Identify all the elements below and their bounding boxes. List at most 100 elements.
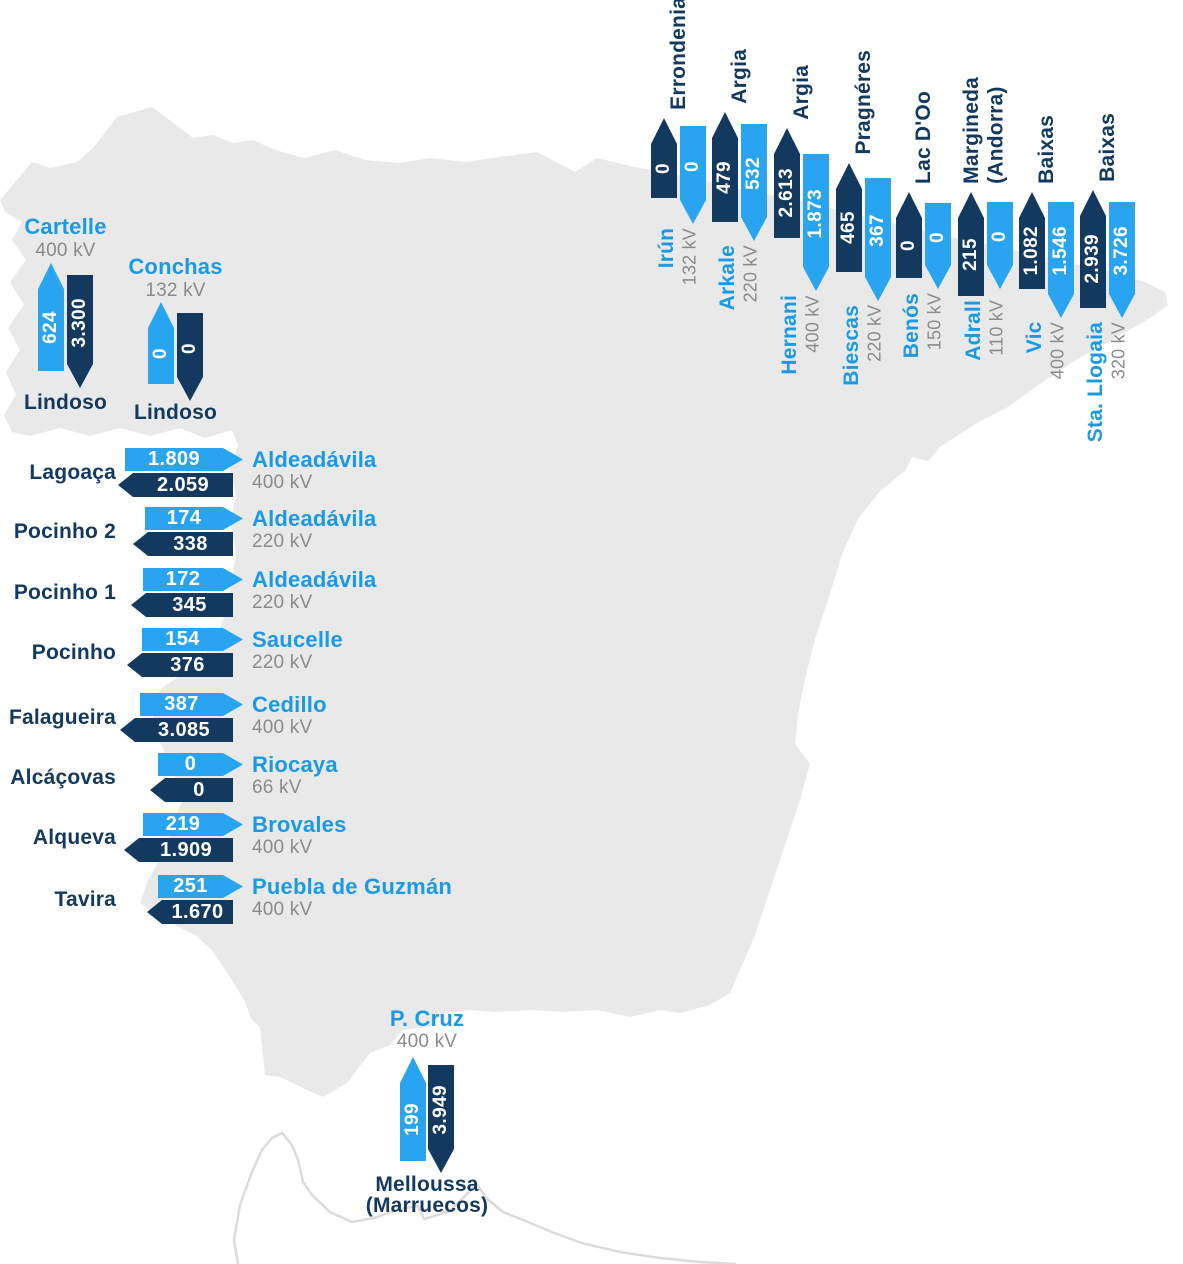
export-arrow-biescas: 465: [836, 163, 862, 272]
station-label-irun: Irún 132 kV: [654, 228, 702, 285]
station-label-aldeadavila-1: Aldeadávila: [252, 506, 377, 531]
import-arrow-alcacovas: 0: [158, 753, 243, 776]
station-label-benos: Benós 150 kV: [899, 293, 947, 358]
station-name: Irún: [654, 228, 678, 269]
station-label-arkale: Arkale 220 kV: [715, 245, 763, 310]
station-label-cartelle: Cartelle: [24, 214, 107, 239]
voltage-label-saucelle-3: 220 kV: [252, 652, 313, 673]
export-value: 0: [193, 778, 205, 801]
voltage-label: 220 kV: [740, 245, 761, 303]
voltage-label-puebla-de-guzman-7: 400 kV: [252, 899, 313, 920]
voltage-label-brovales-6: 400 kV: [252, 837, 313, 858]
voltage-label-aldeadavila-1: 220 kV: [252, 531, 313, 552]
import-value: 1.873: [805, 188, 826, 239]
export-value: 2.059: [156, 473, 210, 496]
station-label-conchas: Conchas: [128, 254, 223, 279]
neighbor-station-label-pocinho: Pocinho: [31, 641, 116, 664]
neighbor-station-line: Melloussa: [375, 1173, 479, 1196]
voltage-label-aldeadavila-2: 220 kV: [252, 592, 313, 613]
station-label-vic: Vic 400 kV: [1022, 322, 1070, 379]
station-label-hernani: Hernani 400 kV: [777, 295, 825, 375]
neighbor-station-label-tavira: Tavira: [54, 888, 116, 911]
neighbor-station-label-lagoaca: Lagoaça: [29, 461, 116, 484]
import-value: 0: [989, 231, 1010, 242]
export-arrow-alcacovas: 0: [150, 778, 233, 802]
neighbor-station-line: Lindoso: [23, 391, 108, 414]
station-label-biescas: Biescas 220 kV: [839, 305, 887, 386]
export-value: 465: [838, 211, 859, 244]
export-value: 3.085: [157, 718, 211, 741]
foreign-station-label-benos: Lac D'Oo: [911, 91, 938, 184]
foreign-station-line: Baixas: [1034, 115, 1058, 184]
voltage-label: 400 kV: [1047, 322, 1068, 380]
voltage-label: 400 kV: [802, 295, 823, 353]
spain-silhouette: [0, 107, 1168, 1097]
neighbor-station-line: (Marruecos): [365, 1194, 489, 1217]
foreign-station-label-adrall: Margineda (Andorra): [959, 77, 1010, 184]
import-value: 1.546: [1050, 226, 1071, 276]
neighbor-station-label-falagueira: Falagueira: [8, 706, 116, 729]
import-arrow-irun: 0: [680, 126, 706, 224]
voltage-label-cedillo-4: 400 kV: [252, 717, 313, 738]
foreign-station-line: Argia: [727, 49, 751, 104]
foreign-station-line: Errondenia: [666, 0, 690, 110]
voltage-label: 320 kV: [1108, 322, 1129, 380]
station-label-cedillo-4: Cedillo: [252, 692, 327, 717]
voltage-label-conchas: 132 kV: [145, 280, 206, 301]
import-value: 387: [164, 693, 199, 715]
foreign-station-label-hernani: Argia: [789, 65, 816, 120]
station-name: Hernani: [777, 295, 801, 375]
import-arrow-arkale: 532: [741, 124, 767, 241]
station-label-sta-llogaia: Sta. Llogaia 320 kV: [1083, 322, 1131, 442]
import-value: 199: [402, 1102, 423, 1136]
import-value: 219: [165, 813, 201, 835]
import-value: 174: [166, 507, 202, 529]
station-name: Adrall: [961, 300, 985, 361]
foreign-station-label-sta-llogaia: Baixas: [1095, 113, 1122, 182]
foreign-station-line: (Andorra): [984, 86, 1008, 184]
import-value: 624: [40, 310, 61, 344]
export-value: 2.613: [776, 168, 797, 218]
import-arrow-vic: 1.546: [1048, 202, 1074, 318]
neighbor-station-label-conchas: Lindoso: [66, 402, 286, 423]
import-arrow-tavira: 251: [158, 875, 243, 898]
neighbor-station-label-pocinho-2: Pocinho 2: [13, 520, 116, 543]
import-arrow-pocinho-1: 172: [143, 568, 243, 591]
voltage-label: 150 kV: [924, 293, 945, 351]
export-value: 1.909: [159, 838, 213, 861]
import-value: 172: [165, 568, 201, 590]
voltage-label: 220 kV: [864, 305, 885, 363]
import-arrow-lagoaca: 1.809: [125, 448, 243, 471]
export-value: 0: [653, 162, 674, 174]
import-arrow-pocinho: 154: [142, 628, 243, 651]
import-value: 0: [927, 231, 948, 243]
export-value: 0: [898, 239, 919, 251]
export-arrow-cartelle: 3.300: [67, 275, 93, 388]
voltage-label-riocaya-5: 66 kV: [252, 777, 302, 798]
station-label-saucelle-3: Saucelle: [252, 627, 343, 652]
export-arrow-p-cruz: 3.949: [428, 1065, 454, 1173]
import-value: 3.726: [1111, 226, 1132, 276]
export-arrow-pocinho-2: 338: [133, 532, 233, 556]
station-label-aldeadavila-0: Aldeadávila: [252, 447, 377, 472]
station-label-adrall: Adrall 110 kV: [961, 300, 1009, 361]
voltage-label-cartelle: 400 kV: [35, 240, 96, 261]
export-value: 479: [714, 160, 735, 194]
export-arrow-pocinho-1: 345: [131, 593, 233, 617]
foreign-station-line: Pragnéres: [851, 50, 875, 155]
foreign-station-label-arkale: Argia: [727, 49, 754, 104]
voltage-label: 110 kV: [986, 300, 1007, 356]
import-value: 0: [184, 753, 197, 775]
import-arrow-pocinho-2: 174: [145, 507, 243, 530]
foreign-station-line: Margineda: [959, 77, 983, 184]
neighbor-station-label-pocinho-1: Pocinho 1: [13, 581, 116, 604]
export-value: 0: [179, 342, 200, 354]
import-value: 251: [173, 875, 208, 897]
foreign-station-line: Baixas: [1095, 113, 1119, 182]
export-arrow-hernani: 2.613: [774, 128, 800, 238]
export-arrow-alqueva: 1.909: [124, 838, 233, 862]
neighbor-station-label-alcacovas: Alcáçovas: [10, 766, 116, 789]
export-value: 3.949: [430, 1085, 451, 1135]
import-arrow-alqueva: 219: [143, 813, 243, 836]
